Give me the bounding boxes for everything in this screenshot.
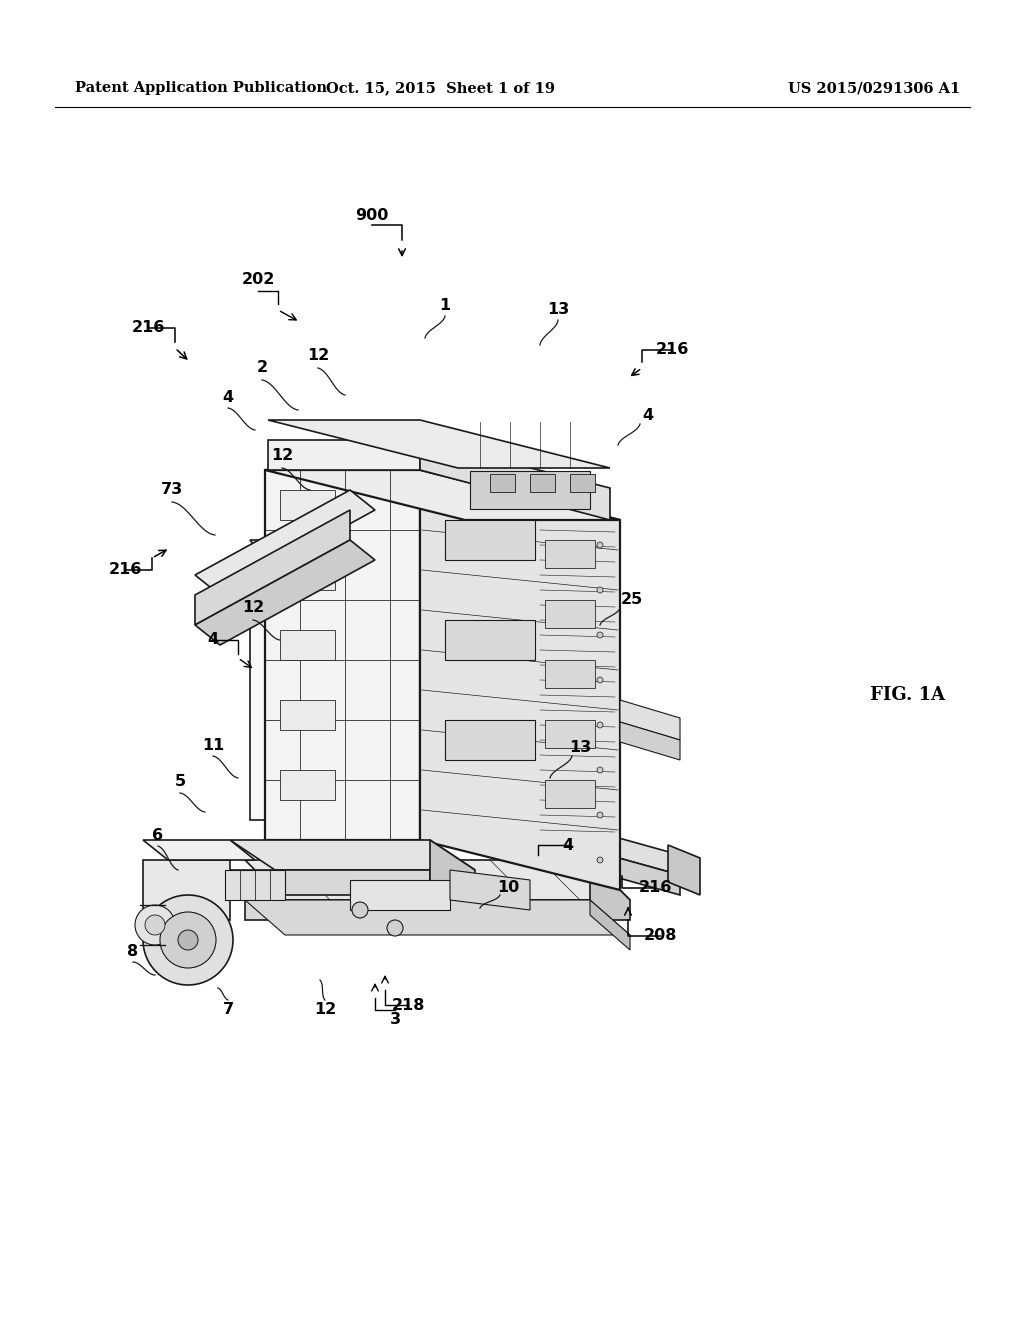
Polygon shape [430, 840, 475, 895]
FancyBboxPatch shape [280, 770, 335, 800]
Text: 25: 25 [621, 593, 643, 607]
FancyBboxPatch shape [280, 490, 335, 520]
FancyBboxPatch shape [470, 471, 590, 510]
Polygon shape [230, 840, 475, 870]
Polygon shape [245, 861, 630, 900]
Polygon shape [143, 840, 255, 861]
Text: 6: 6 [153, 828, 164, 842]
FancyBboxPatch shape [570, 474, 595, 492]
Text: 900: 900 [355, 207, 389, 223]
FancyBboxPatch shape [545, 719, 595, 748]
FancyBboxPatch shape [545, 780, 595, 808]
Polygon shape [450, 870, 530, 909]
Text: 7: 7 [222, 1002, 233, 1018]
Text: US 2015/0291306 A1: US 2015/0291306 A1 [787, 81, 961, 95]
Text: 8: 8 [127, 945, 138, 960]
Circle shape [160, 912, 216, 968]
Polygon shape [268, 420, 610, 469]
Circle shape [597, 543, 603, 548]
Circle shape [597, 857, 603, 863]
Text: 5: 5 [174, 775, 185, 789]
Text: 12: 12 [314, 1002, 336, 1018]
Circle shape [597, 767, 603, 774]
Polygon shape [668, 845, 700, 895]
Polygon shape [620, 700, 680, 741]
Polygon shape [268, 440, 420, 470]
FancyBboxPatch shape [530, 474, 555, 492]
Circle shape [178, 931, 198, 950]
Polygon shape [590, 861, 630, 920]
Text: 4: 4 [642, 408, 653, 422]
Text: 208: 208 [643, 928, 677, 944]
Circle shape [597, 587, 603, 593]
Text: 202: 202 [242, 272, 274, 288]
Polygon shape [250, 560, 415, 820]
Text: 12: 12 [271, 449, 293, 463]
Circle shape [597, 632, 603, 638]
Text: FIG. 1A: FIG. 1A [870, 686, 945, 704]
FancyBboxPatch shape [445, 719, 535, 760]
Text: 13: 13 [569, 741, 591, 755]
FancyBboxPatch shape [545, 601, 595, 628]
Text: 216: 216 [109, 562, 141, 578]
Polygon shape [195, 490, 375, 595]
Text: 12: 12 [307, 347, 329, 363]
Text: 13: 13 [547, 302, 569, 318]
Polygon shape [420, 470, 620, 890]
FancyBboxPatch shape [490, 474, 515, 492]
Text: 2: 2 [256, 360, 267, 375]
Text: Oct. 15, 2015  Sheet 1 of 19: Oct. 15, 2015 Sheet 1 of 19 [326, 81, 555, 95]
Polygon shape [420, 440, 610, 520]
Polygon shape [415, 540, 430, 820]
Text: 3: 3 [389, 1012, 400, 1027]
Text: 216: 216 [131, 321, 165, 335]
Polygon shape [350, 880, 450, 909]
Circle shape [597, 722, 603, 729]
Text: 1: 1 [439, 297, 451, 313]
FancyBboxPatch shape [280, 560, 335, 590]
Polygon shape [230, 870, 430, 895]
Polygon shape [245, 900, 590, 920]
Text: 4: 4 [562, 837, 573, 853]
Polygon shape [620, 722, 680, 760]
FancyBboxPatch shape [545, 660, 595, 688]
Text: 216: 216 [638, 880, 672, 895]
Polygon shape [590, 850, 680, 895]
Text: 11: 11 [202, 738, 224, 752]
Polygon shape [143, 861, 230, 920]
FancyBboxPatch shape [445, 520, 535, 560]
Polygon shape [225, 870, 285, 900]
Text: 73: 73 [161, 483, 183, 498]
Text: 216: 216 [655, 342, 689, 358]
Polygon shape [245, 900, 630, 935]
FancyBboxPatch shape [545, 540, 595, 568]
Polygon shape [250, 540, 430, 560]
Polygon shape [195, 540, 375, 645]
Text: Patent Application Publication: Patent Application Publication [75, 81, 327, 95]
Polygon shape [265, 470, 620, 520]
Circle shape [387, 920, 403, 936]
Polygon shape [195, 510, 350, 624]
Polygon shape [590, 900, 630, 950]
Circle shape [597, 677, 603, 682]
FancyBboxPatch shape [280, 630, 335, 660]
Circle shape [145, 915, 165, 935]
Polygon shape [590, 830, 680, 875]
Text: 4: 4 [222, 391, 233, 405]
Circle shape [143, 895, 233, 985]
Text: 10: 10 [497, 880, 519, 895]
Text: 4: 4 [208, 632, 218, 648]
FancyBboxPatch shape [445, 620, 535, 660]
Text: 218: 218 [391, 998, 425, 1012]
Text: 12: 12 [242, 601, 264, 615]
Polygon shape [265, 470, 420, 840]
Circle shape [135, 906, 175, 945]
Circle shape [597, 812, 603, 818]
FancyBboxPatch shape [280, 700, 335, 730]
Circle shape [352, 902, 368, 917]
